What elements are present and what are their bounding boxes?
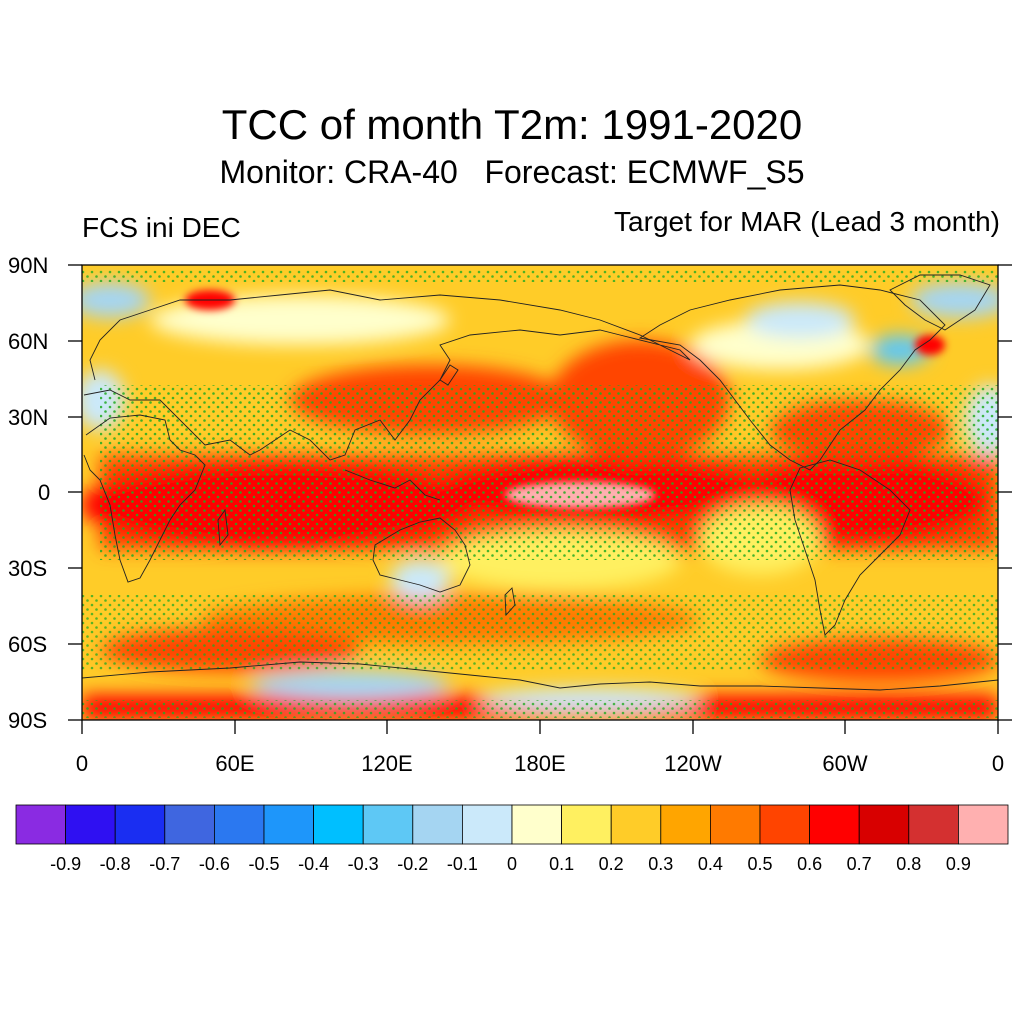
map-title: TCC of month T2m: 1991-2020 — [221, 101, 803, 148]
colorbar-label: 0.5 — [747, 854, 772, 874]
stipple-tropics — [100, 385, 998, 560]
lon-label: 60W — [822, 751, 867, 776]
stipple-antarctic — [82, 700, 998, 718]
lat-axis: 90N 60N 30N 0 30S 60S 90S — [8, 253, 50, 733]
colorbar-label: 0.6 — [797, 854, 822, 874]
colorbar-label: 0.8 — [896, 854, 921, 874]
colorbar-swatch — [362, 804, 414, 845]
colorbar-swatch — [610, 804, 662, 845]
coast-africa — [83, 414, 206, 583]
colorbar-swatch — [858, 804, 910, 845]
lon-label: 0 — [992, 751, 1004, 776]
stipple-arctic — [82, 270, 998, 282]
map-subtitle: Monitor: CRA-40 Forecast: ECMWF_S5 — [219, 154, 805, 190]
colorbar-swatch — [809, 804, 860, 845]
colorbar-swatch — [461, 804, 513, 845]
colorbar-swatch — [511, 804, 562, 845]
colorbar-label: 0.2 — [599, 854, 624, 874]
colorbar-swatch — [412, 804, 463, 845]
lon-label: 120E — [361, 751, 412, 776]
colorbar-label: -0.3 — [348, 854, 379, 874]
colorbar-label: 0.4 — [698, 854, 723, 874]
colorbar-labels: -0.9 -0.8 -0.7 -0.6 -0.5 -0.4 -0.3 -0.2 -0.1 0 0.1… — [50, 854, 971, 874]
colorbar-swatch — [164, 804, 215, 845]
colorbar-label: -0.8 — [100, 854, 131, 874]
stipple-southern — [82, 595, 998, 670]
coast-greenland — [889, 274, 991, 331]
colorbar-swatch — [710, 804, 761, 845]
lon-label: 60E — [215, 751, 254, 776]
coast-south-america — [789, 459, 911, 636]
lon-label: 180E — [514, 751, 565, 776]
init-label: FCS ini DEC — [82, 212, 241, 243]
lat-label: 30S — [8, 556, 47, 581]
colorbar-swatch — [759, 804, 810, 845]
colorbar-swatch — [114, 804, 166, 845]
colorbar-label: -0.2 — [397, 854, 428, 874]
lon-label: 0 — [76, 751, 88, 776]
lat-label: 90N — [8, 253, 48, 278]
colorbar-label: 0.7 — [847, 854, 872, 874]
coastlines — [82, 274, 998, 691]
colorbar-swatch — [660, 804, 711, 845]
colorbar-swatch — [15, 804, 66, 845]
colorbar-swatch — [313, 804, 364, 845]
colorbar-label: -0.9 — [50, 854, 81, 874]
coast-japan — [439, 364, 459, 386]
colorbar-label: -0.5 — [248, 854, 279, 874]
colorbar-label: 0 — [507, 854, 517, 874]
colorbar-label: -0.6 — [199, 854, 230, 874]
map-field — [82, 265, 998, 720]
colorbar-swatch — [263, 804, 314, 845]
colorbar-label: -0.1 — [447, 854, 478, 874]
coast-eurasia — [83, 289, 691, 461]
colorbar-swatch — [65, 804, 116, 845]
lat-label: 0 — [38, 480, 50, 505]
lon-axis: 0 60E 120E 180E 120W 60W 0 — [76, 751, 1004, 776]
coast-north-america — [638, 284, 946, 471]
colorbar-swatch — [213, 804, 265, 845]
colorbar — [15, 804, 1009, 845]
colorbar-label: 0.9 — [946, 854, 971, 874]
colorbar-label: -0.7 — [149, 854, 180, 874]
coast-madagascar — [217, 508, 229, 547]
lon-label: 120W — [664, 751, 722, 776]
colorbar-label: 0.1 — [549, 854, 574, 874]
colorbar-swatch — [561, 804, 612, 845]
target-label: Target for MAR (Lead 3 month) — [614, 206, 1000, 237]
colorbar-label: -0.4 — [298, 854, 329, 874]
colorbar-swatch — [908, 804, 959, 845]
coast-antarctica — [82, 661, 998, 691]
colorbar-swatch — [958, 804, 1009, 845]
lat-label: 30N — [8, 405, 48, 430]
colorbar-label: 0.3 — [648, 854, 673, 874]
lat-label: 60N — [8, 329, 48, 354]
tick-marks — [68, 264, 1012, 734]
coast-australia — [372, 517, 471, 593]
lat-label: 60S — [8, 632, 47, 657]
coast-maritime-continent — [344, 469, 441, 501]
coast-new-zealand — [504, 587, 516, 617]
lat-label: 90S — [8, 708, 47, 733]
